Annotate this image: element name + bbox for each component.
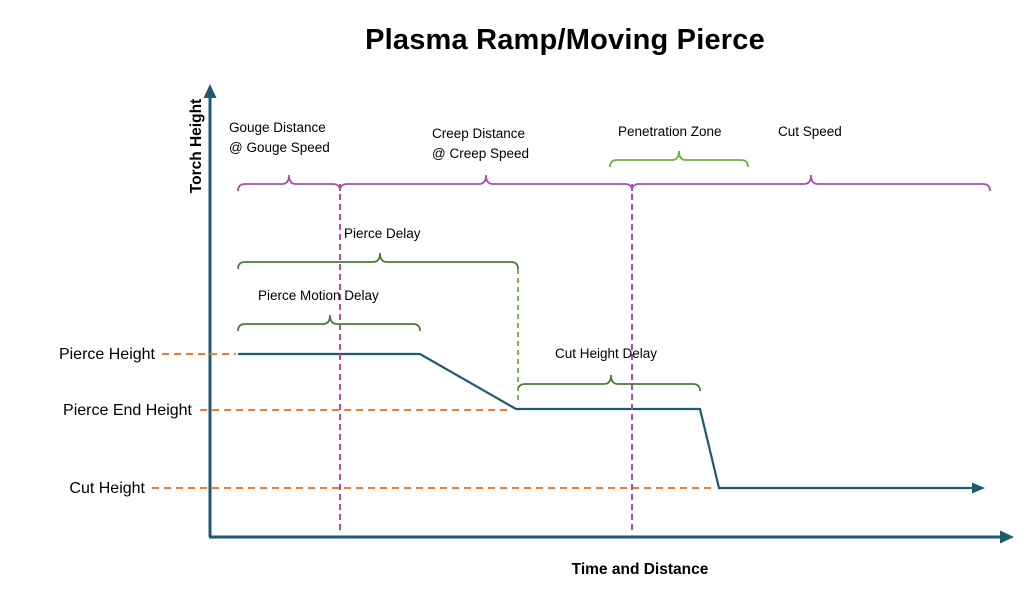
torch-height-curve	[238, 352, 973, 490]
label-gouge-distance-line2: @ Gouge Speed	[229, 140, 330, 155]
label-gouge-distance: Gouge Distance @ Gouge Speed	[229, 118, 330, 158]
label-pierce-height: Pierce Height	[58, 346, 155, 363]
curve-end-arrow	[972, 482, 985, 494]
label-pierce-delay: Pierce Delay	[344, 226, 421, 241]
gouge-distance-bracket	[237, 174, 341, 192]
pierce-motion-delay-bracket	[237, 314, 421, 332]
label-cut-height-delay: Cut Height Delay	[555, 346, 658, 361]
label-pierce-motion-delay: Pierce Motion Delay	[258, 288, 379, 303]
label-creep-distance: Creep Distance @ Creep Speed	[432, 124, 529, 164]
pierce-delay-bracket	[237, 252, 519, 270]
label-gouge-distance-line1: Gouge Distance	[229, 120, 326, 135]
x-axis-arrow	[1000, 530, 1014, 544]
y-axis-arrow	[203, 84, 217, 98]
penetration-zone-bracket	[609, 150, 749, 168]
label-cut-height: Cut Height	[69, 480, 145, 497]
label-cut-speed: Cut Speed	[778, 124, 842, 139]
label-creep-distance-line2: @ Creep Speed	[432, 146, 530, 161]
cut-height-delay-bracket	[517, 374, 701, 392]
label-penetration-zone: Penetration Zone	[618, 124, 722, 139]
x-axis-label: Time and Distance	[571, 561, 709, 578]
label-creep-distance-line1: Creep Distance	[432, 126, 526, 141]
cut-speed-bracket	[631, 174, 991, 192]
label-pierce-end-height: Pierce End Height	[63, 402, 192, 419]
creep-distance-bracket	[339, 174, 633, 192]
diagram-title: Plasma Ramp/Moving Pierce	[365, 24, 765, 56]
y-axis-label: Torch Height	[188, 98, 205, 194]
